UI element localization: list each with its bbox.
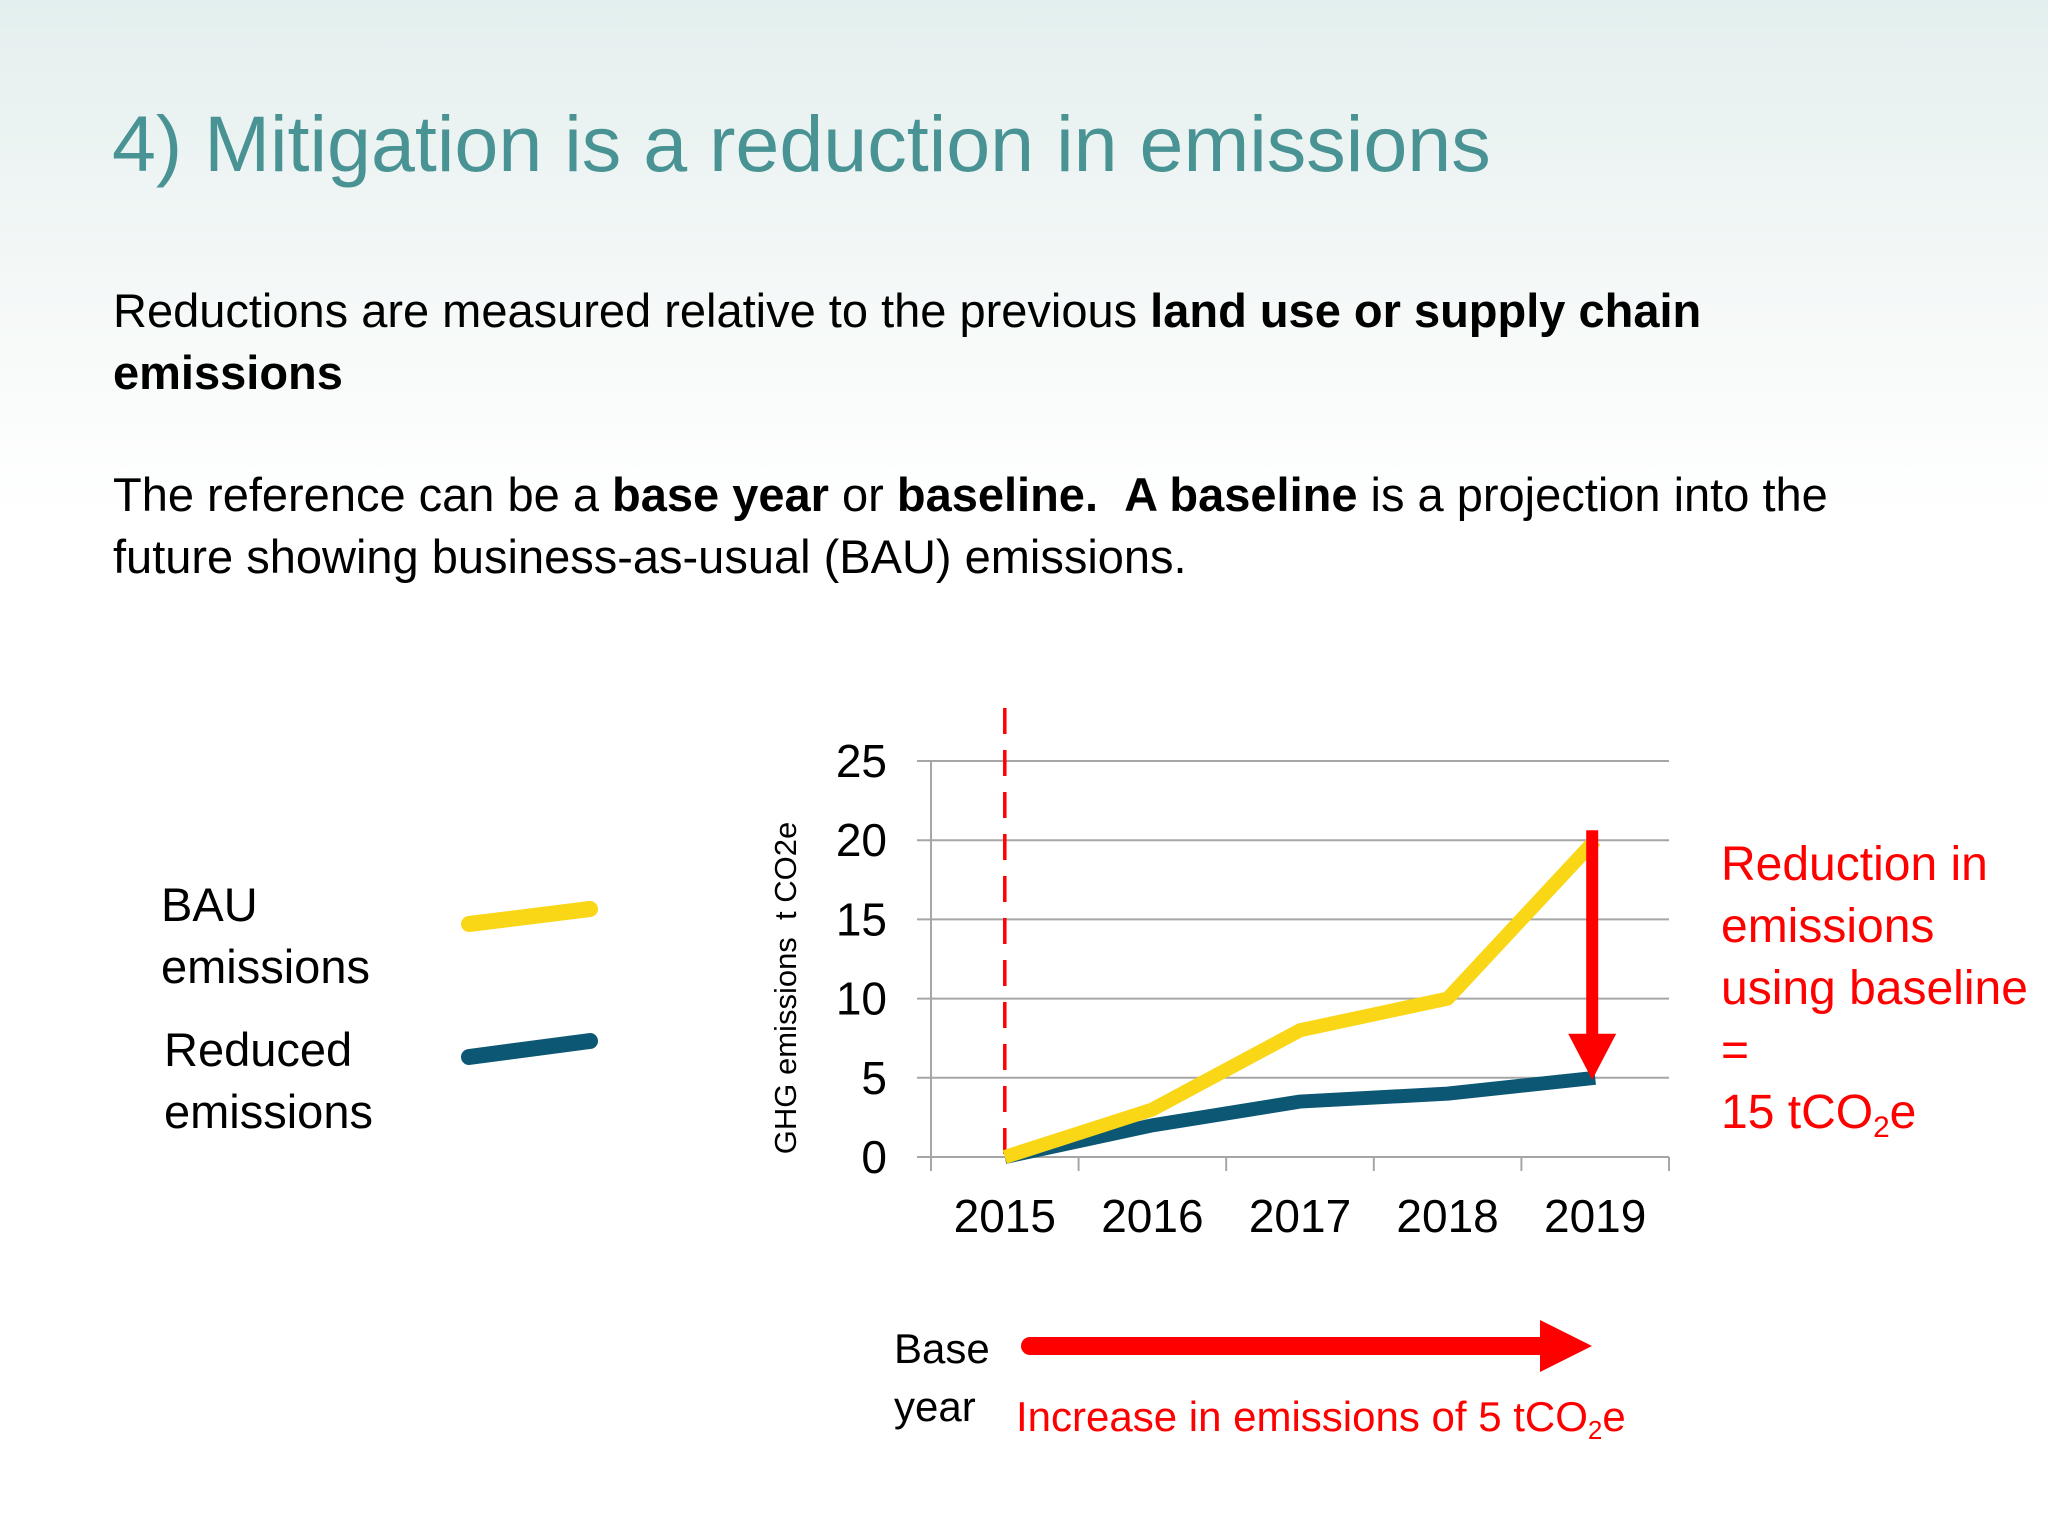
legend-reduced-swatch (461, 1033, 598, 1065)
x-tick-label-2015: 2015 (954, 1190, 1056, 1242)
reduction-note-sub: 2 (1873, 1110, 1890, 1144)
legend-reduced-label: Reduced emissions (164, 1019, 414, 1143)
y-tick-label-25: 25 (836, 735, 887, 787)
reduction-note-suffix: e (1889, 1086, 1917, 1139)
y-tick-label-10: 10 (836, 973, 887, 1025)
baseline-paragraph: The reference can be a base year or base… (113, 464, 1913, 588)
baseline-bold-1: base year (612, 468, 829, 521)
slide-title: 4) Mitigation is a reduction in emission… (112, 99, 1491, 188)
increase-arrow-head (1540, 1320, 1592, 1372)
x-tick-label-2018: 2018 (1396, 1190, 1498, 1242)
y-tick-label-15: 15 (836, 893, 887, 945)
baseline-text-4: is a projection into the future showing … (113, 468, 1828, 583)
baseline-bold-2: baseline. (896, 468, 1099, 521)
series-line-bau (1002, 835, 1601, 1164)
intro-bold-text: land use or supply chain emissions (113, 284, 1702, 399)
y-tick-label-5: 5 (861, 1052, 887, 1104)
reduction-note-value: 15 tCO (1721, 1086, 1874, 1139)
reduction-note: Reduction in emissions using baseline = 1… (1721, 834, 2041, 1144)
y-tick-labels: 0 5 10 15 20 25 (836, 735, 887, 1183)
increase-note-suffix: e (1602, 1393, 1626, 1440)
x-tick-label-2017: 2017 (1249, 1190, 1351, 1242)
y-axis-label: GHG emissions t CO2e (768, 822, 803, 1154)
chart-series (1002, 835, 1601, 1164)
legend-bau-text: BAU emissions (161, 878, 370, 993)
baseline-text-2: or (828, 468, 897, 521)
x-tick-label-2016: 2016 (1101, 1190, 1203, 1242)
base-year-text: Base year (894, 1325, 990, 1430)
intro-text: Reductions are measured relative to the … (113, 284, 1151, 337)
intro-paragraph: Reductions are measured relative to the … (113, 280, 1913, 404)
series-line-reduced (1003, 1070, 1596, 1164)
y-tick-label-20: 20 (836, 814, 887, 866)
baseline-bold-3: A baseline (1124, 468, 1358, 521)
x-tick-labels: 2015 2016 2017 2018 2019 (954, 1190, 1647, 1242)
increase-note-sub: 2 (1587, 1414, 1603, 1445)
y-tick-label-0: 0 (861, 1131, 887, 1183)
legend-bau-swatch (461, 901, 598, 932)
base-year-label: Base year (894, 1320, 1004, 1436)
x-tick-label-2019: 2019 (1544, 1190, 1646, 1242)
chart-axes (930, 761, 1670, 1171)
increase-note-text: Increase in emissions of 5 tCO (1016, 1393, 1588, 1440)
reduction-note-text: Reduction in emissions using baseline = (1721, 838, 2028, 1077)
increase-note: Increase in emissions of 5 tCO2e (1016, 1393, 1626, 1443)
legend-reduced-text: Reduced emissions (164, 1023, 373, 1138)
reduction-arrow-head (1568, 1033, 1617, 1080)
legend-bau-label: BAU emissions (161, 874, 411, 998)
baseline-text-1: The reference can be a (113, 468, 613, 521)
